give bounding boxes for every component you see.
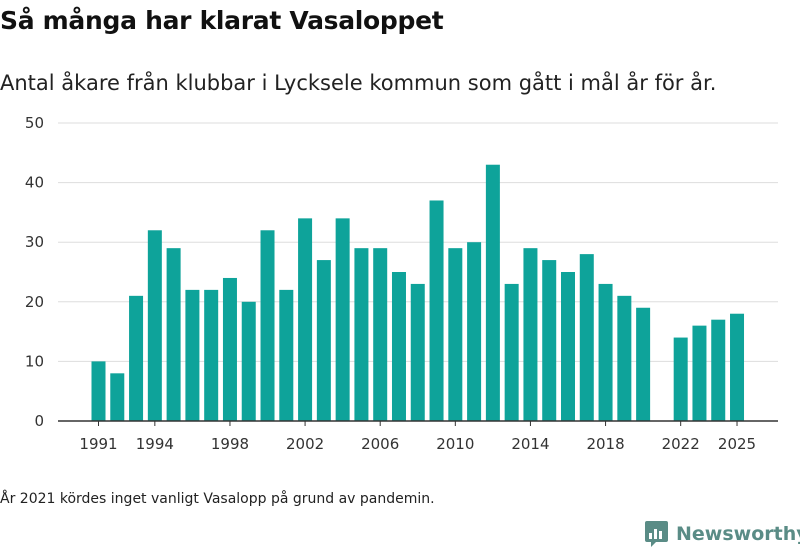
y-tick-label: 40 (25, 174, 44, 192)
y-tick-label: 20 (25, 293, 44, 311)
bar-chart: 0 10 20 30 40 50 1991 1994 1998 2002 2006 2010 2014 2… (25, 114, 778, 453)
x-tick-label: 2025 (718, 435, 756, 453)
bar-1994 (147, 230, 162, 421)
chart-title: Så många har klarat Vasaloppet (0, 6, 444, 35)
x-tick-label: 1998 (211, 435, 249, 453)
bar-2010 (448, 248, 463, 421)
x-tick-label: 2010 (436, 435, 474, 453)
newsworthy-logo[interactable]: Newsworthy (644, 520, 800, 548)
bar-2001 (279, 289, 294, 421)
brand-name: Newsworthy (676, 523, 800, 545)
y-tick-label: 0 (34, 412, 44, 430)
bar-2011 (467, 242, 482, 421)
x-tick-label: 2006 (361, 435, 399, 453)
x-tick-label: 2014 (511, 435, 549, 453)
x-tick-label: 1991 (79, 435, 117, 453)
x-tick-label: 2022 (662, 435, 700, 453)
bar-2002 (298, 218, 313, 421)
bar-2006 (373, 248, 388, 421)
x-tick-label: 1994 (136, 435, 174, 453)
bar-1992 (110, 373, 125, 421)
bar-2024 (711, 319, 726, 421)
bar-2018 (598, 283, 613, 421)
bar-2007 (391, 272, 406, 421)
bar-2005 (354, 248, 369, 421)
bar-2023 (692, 325, 707, 421)
y-tick-label: 10 (25, 352, 44, 370)
bar-2013 (504, 283, 519, 421)
bar-2017 (579, 254, 594, 421)
chart-subtitle: Antal åkare från klubbar i Lycksele komm… (0, 71, 717, 95)
bar-2019 (617, 295, 632, 421)
newsworthy-chart-icon (645, 521, 668, 547)
bar-1997 (204, 289, 219, 421)
y-tick-label: 50 (25, 114, 44, 132)
bar-1995 (166, 248, 181, 421)
bar-1993 (129, 295, 144, 421)
bar-2016 (561, 272, 575, 421)
y-tick-label: 30 (25, 233, 44, 251)
bar-1998 (222, 277, 237, 421)
bar-2012 (485, 164, 500, 421)
bar-2022 (673, 337, 688, 421)
bar-1999 (241, 301, 256, 421)
bars (91, 164, 745, 421)
bar-2014 (523, 248, 538, 421)
footnote: År 2021 kördes inget vanligt Vasalopp på… (0, 491, 435, 507)
bar-1991 (91, 361, 106, 421)
bar-2020 (636, 307, 651, 421)
x-tick-label: 2018 (586, 435, 624, 453)
bar-2009 (429, 200, 444, 421)
x-tick-label: 2002 (286, 435, 324, 453)
bar-2025 (730, 313, 745, 421)
bar-2015 (542, 260, 557, 421)
bar-2008 (410, 283, 425, 421)
bar-2003 (316, 260, 331, 421)
axes: 0 10 20 30 40 50 1991 1994 1998 2002 2006 2010 2014 2… (25, 114, 778, 453)
bar-2000 (260, 230, 275, 421)
bar-1996 (185, 289, 200, 421)
bar-2004 (335, 218, 350, 421)
